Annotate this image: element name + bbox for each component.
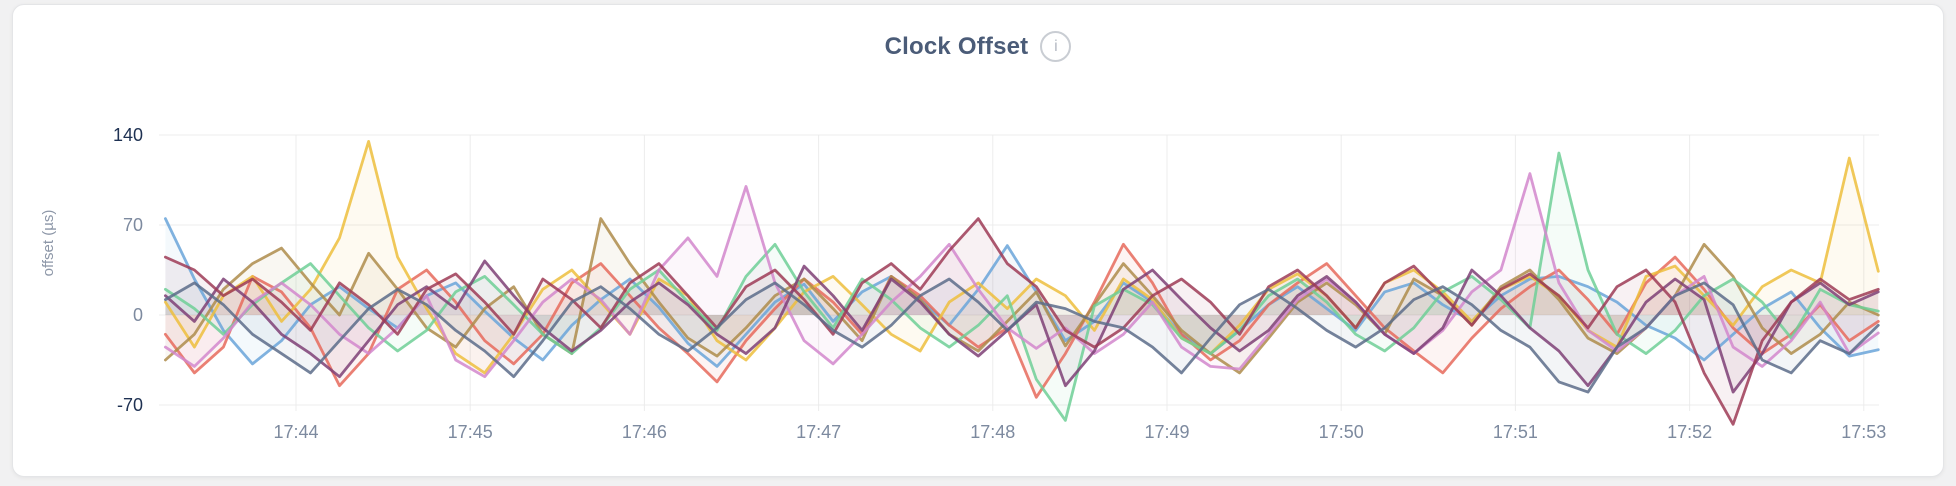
- series-lines: [163, 139, 1880, 426]
- x-tick-label: 17:49: [1144, 422, 1189, 442]
- x-tick-label: 17:52: [1667, 422, 1712, 442]
- y-tick-label: 70: [123, 215, 143, 235]
- y-axis-title: offset (µs): [40, 210, 57, 277]
- x-tick-label: 17:47: [796, 422, 841, 442]
- clock-offset-card: Clock Offset i 17:44 17:45 17:46 17:47 17:48…: [12, 4, 1944, 477]
- line-series-maroon: [163, 217, 1880, 426]
- x-tick-label: 17:44: [273, 422, 318, 442]
- y-tick-label: 0: [133, 305, 143, 325]
- line-series-khaki: [163, 217, 1880, 375]
- axis-tick-labels: 17:44 17:45 17:46 17:47 17:48 17:49 17:50 17:51…: [113, 125, 1886, 442]
- y-tick-label: -70: [117, 395, 143, 415]
- chart-header: Clock Offset i: [13, 31, 1943, 62]
- x-tick-label: 17:48: [970, 422, 1015, 442]
- line-series-slate: [163, 277, 1880, 394]
- chart-title: Clock Offset: [884, 32, 1029, 60]
- y-tick-label: 140: [113, 125, 143, 145]
- area-series-maroon: [165, 218, 1879, 425]
- clock-offset-chart[interactable]: 17:44 17:45 17:46 17:47 17:48 17:49 17:50 17:51…: [13, 5, 1945, 478]
- line-series-orchid: [163, 172, 1880, 379]
- x-tick-label: 17:45: [448, 422, 493, 442]
- x-tick-label: 17:51: [1493, 422, 1538, 442]
- area-series-salmon: [165, 244, 1879, 398]
- x-tick-label: 17:46: [622, 422, 667, 442]
- area-series-plum: [165, 261, 1879, 393]
- x-tick-label: 17:50: [1319, 422, 1364, 442]
- line-series-blue: [163, 217, 1880, 368]
- info-icon[interactable]: i: [1040, 31, 1072, 62]
- x-tick-label: 17:53: [1841, 422, 1886, 442]
